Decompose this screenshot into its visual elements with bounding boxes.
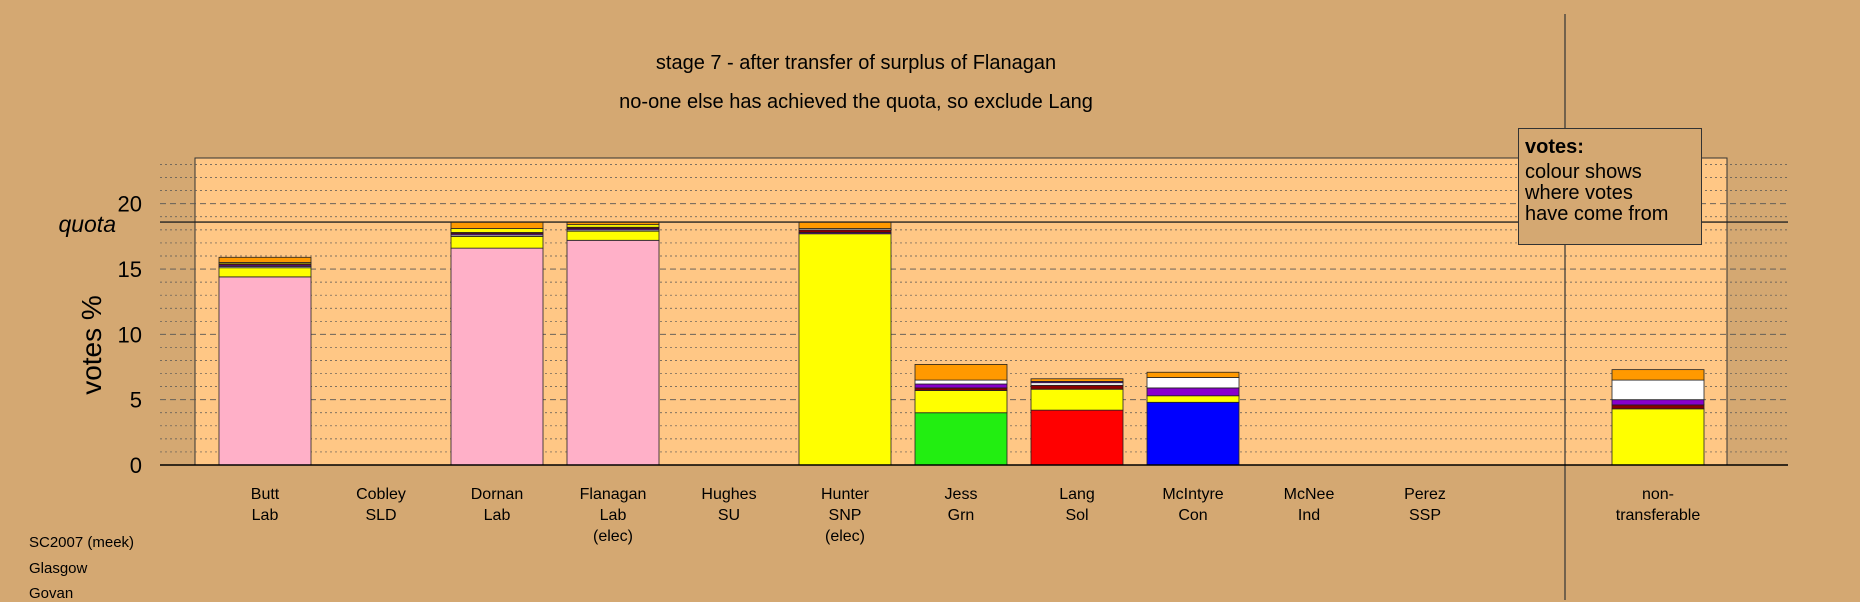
- bar-segment: [1611, 379, 1705, 401]
- candidate-label: Butt Lab: [207, 484, 323, 526]
- legend-title: votes:: [1525, 136, 1584, 158]
- candidate-label-line: McNee: [1283, 486, 1335, 503]
- bar-segment: [798, 233, 892, 466]
- candidate-label-line: Lab: [599, 507, 627, 524]
- candidate-label: Dornan Lab: [439, 484, 555, 526]
- legend-line-2: where votes: [1525, 182, 1633, 204]
- grid-lines: [160, 164, 1788, 453]
- candidate-label-line: Con: [1178, 507, 1208, 524]
- bar-segment: [798, 221, 892, 229]
- chart-title: stage 7 - after transfer of surplus of F…: [655, 52, 1057, 74]
- candidate-label: Cobley SLD: [323, 484, 439, 526]
- bar-segment: [1030, 378, 1124, 382]
- candidate-label-line: transferable: [1615, 507, 1701, 524]
- candidate-label-line: Cobley: [356, 486, 406, 503]
- candidate-label-line: Flanagan: [579, 486, 647, 503]
- candidate-label: Jess Grn: [903, 484, 1019, 526]
- bar-segment: [450, 221, 544, 229]
- bar-segment: [914, 383, 1008, 389]
- candidate-label-line: (elec): [592, 528, 633, 545]
- candidate-label-line: Lab: [251, 507, 279, 524]
- candidate-label-line: Perez: [1404, 486, 1446, 503]
- bar-segment: [1611, 404, 1705, 410]
- y-tick-label: 20: [118, 192, 142, 217]
- candidate-label-line: Sol: [1065, 507, 1089, 524]
- candidate-label: Hughes SU: [671, 484, 787, 526]
- candidate-label-line: (elec): [824, 528, 865, 545]
- bar-segment: [1146, 371, 1240, 378]
- candidate-label-line: non-: [1641, 486, 1675, 503]
- bar-segment: [914, 412, 1008, 466]
- bar-segment: [914, 390, 1008, 414]
- candidate-label-line: Hunter: [820, 486, 870, 503]
- bar-segment: [450, 235, 544, 249]
- bar-segment: [1030, 409, 1124, 466]
- y-tick-label: 0: [130, 453, 142, 478]
- candidate-label-line: SSP: [1408, 507, 1441, 524]
- candidate-label-line: Butt: [250, 486, 280, 503]
- footer-line-3: Govan: [29, 585, 74, 602]
- footer-line-2: Glasgow: [29, 560, 88, 577]
- chart-subtitle: no-one else has achieved the quota, so e…: [619, 91, 1093, 113]
- candidate-label-line: Dornan: [470, 486, 524, 503]
- bar-segment: [914, 379, 1008, 385]
- candidate-label-line: Lab: [483, 507, 511, 524]
- bar-segment: [1030, 384, 1124, 390]
- bar-segment: [1611, 399, 1705, 406]
- bar-segment: [1611, 369, 1705, 381]
- candidate-label-line: McIntyre: [1162, 486, 1224, 503]
- candidate-label-line: SNP: [828, 507, 862, 524]
- bar-segment: [218, 267, 312, 278]
- bar-segment: [218, 276, 312, 466]
- candidate-label: Lang Sol: [1019, 484, 1135, 526]
- candidate-label-line: SU: [717, 507, 741, 524]
- bar-segment: [1146, 401, 1240, 466]
- candidate-label-line: Hughes: [701, 486, 757, 503]
- bar-segment: [1146, 395, 1240, 403]
- bar-segment: [450, 228, 544, 233]
- candidate-label: McNee Ind: [1251, 484, 1367, 526]
- y-axis-label: votes %: [76, 295, 107, 395]
- candidate-label-line: Jess: [944, 486, 978, 503]
- y-tick-label: 10: [118, 322, 142, 347]
- bars: [218, 221, 1705, 466]
- candidate-label: non-transferable: [1600, 484, 1716, 526]
- bar-segment: [1146, 387, 1240, 397]
- candidate-label: McIntyre Con: [1135, 484, 1251, 526]
- quota-label: quota: [58, 211, 116, 237]
- bar-segment: [1611, 408, 1705, 466]
- y-tick-label: 5: [130, 388, 142, 413]
- candidate-label-line: Grn: [947, 507, 975, 524]
- bar-segment: [1030, 388, 1124, 411]
- candidate-label: Hunter SNP (elec): [787, 484, 903, 547]
- bar-segment: [566, 239, 660, 466]
- bar-segment: [218, 256, 312, 263]
- footer-line-1: SC2007 (meek): [29, 534, 135, 551]
- legend-line-3: have come from: [1525, 203, 1669, 225]
- candidate-label: Perez SSP: [1367, 484, 1483, 526]
- y-tick-label: 15: [118, 257, 142, 282]
- bar-segment: [566, 230, 660, 241]
- candidate-label-line: Ind: [1297, 507, 1321, 524]
- candidate-label: Flanagan Lab (elec): [555, 484, 671, 547]
- legend-box: votes: colour shows where votes have com…: [1518, 128, 1702, 245]
- y-axis: 0 5 10 15 20: [118, 192, 1788, 478]
- candidate-label-line: SLD: [365, 507, 397, 524]
- bar-segment: [1146, 377, 1240, 389]
- bar-segment: [914, 364, 1008, 381]
- candidate-label-line: Lang: [1059, 486, 1095, 503]
- legend-line-1: colour shows: [1525, 161, 1642, 183]
- bar-segment: [450, 247, 544, 466]
